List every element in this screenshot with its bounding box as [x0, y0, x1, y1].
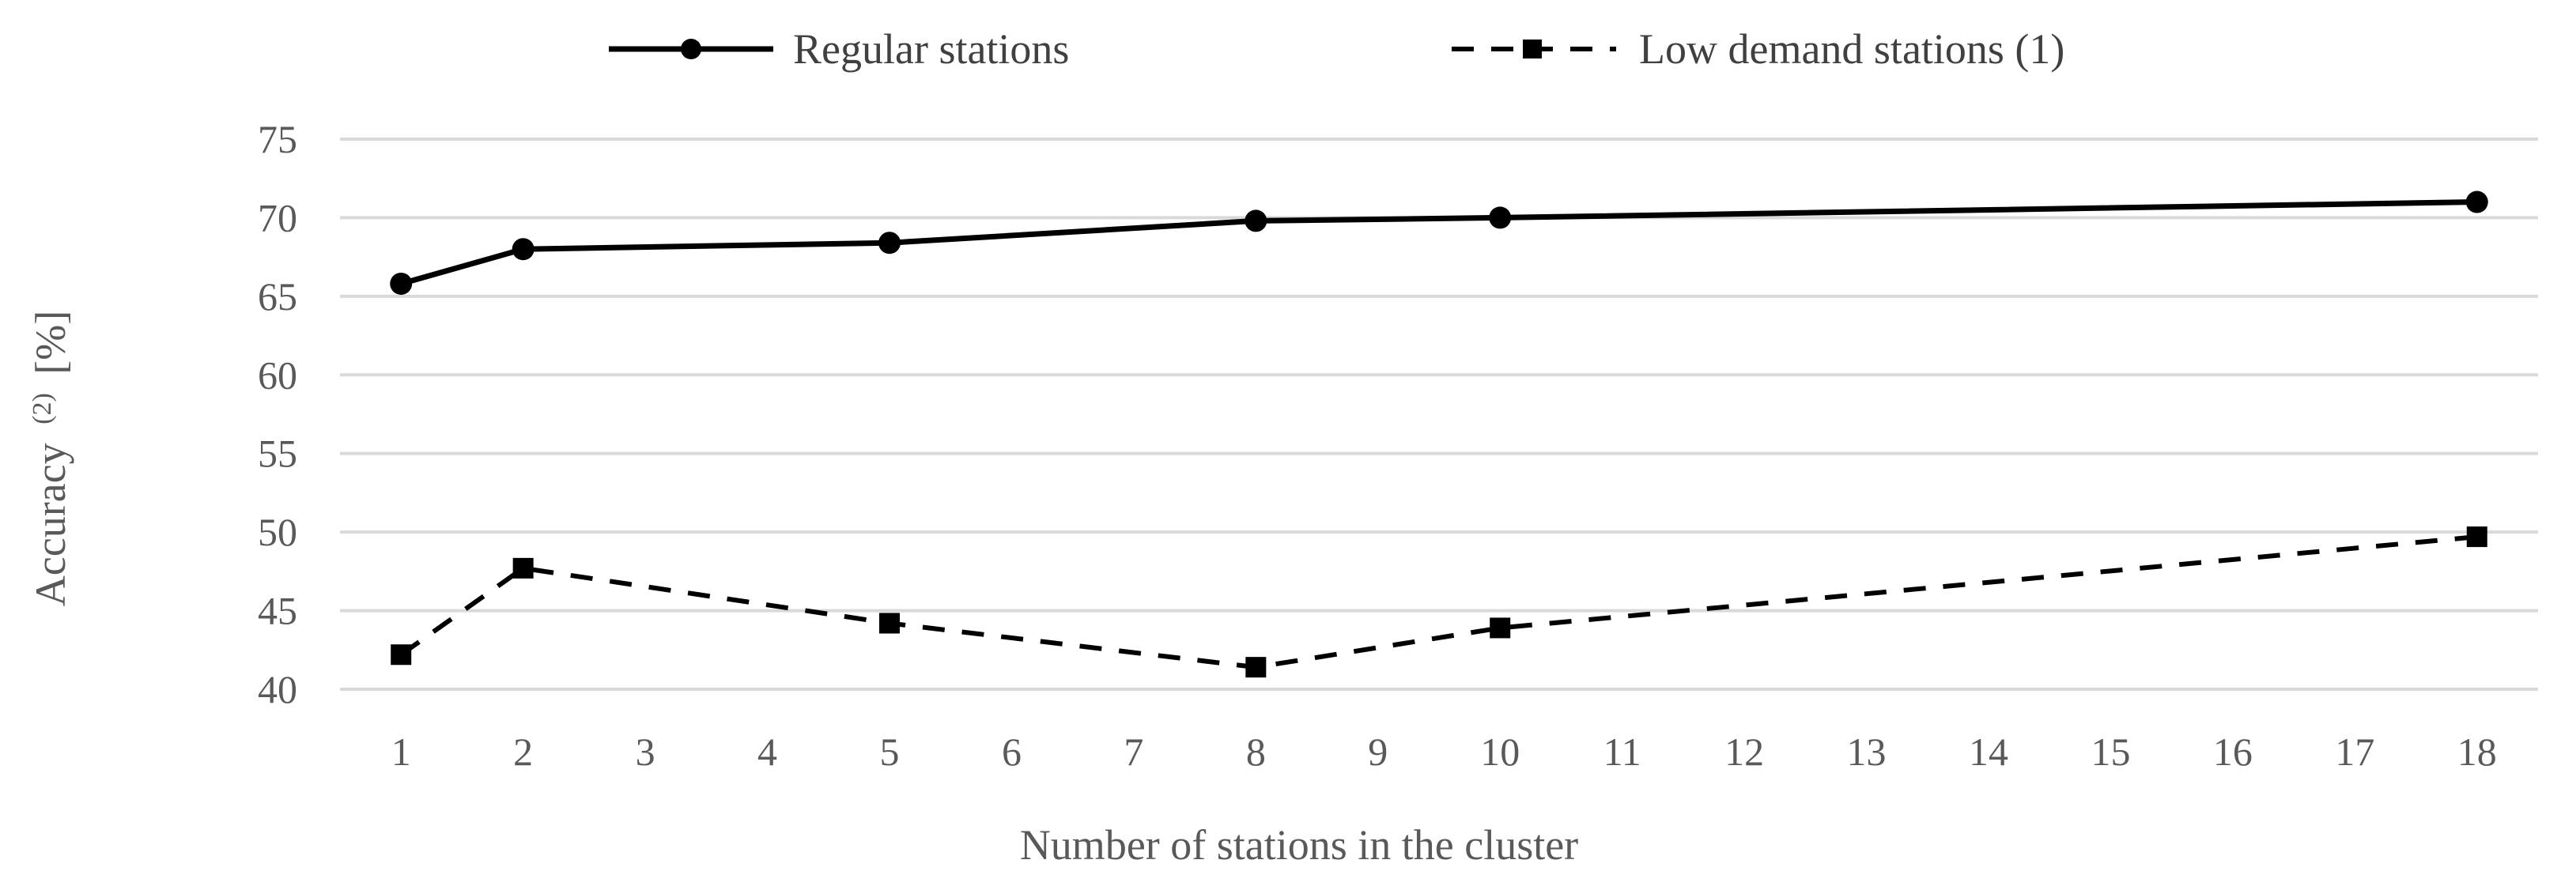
x-tick-label: 16: [2213, 730, 2253, 774]
x-tick-label: 15: [2091, 730, 2130, 774]
y-axis-ticks: 40 45 50 55 60 65 70 75: [258, 117, 297, 711]
x-tick-label: 3: [636, 730, 655, 774]
y-tick-label: 55: [258, 432, 297, 476]
legend-item-low-demand: Low demand stations (1): [1452, 25, 2064, 73]
legend-label-regular: Regular stations: [793, 25, 1069, 73]
data-point: [391, 644, 412, 666]
data-point: [879, 613, 900, 634]
data-point: [1245, 657, 1267, 678]
x-axis-title: Number of stations in the cluster: [1020, 821, 1578, 869]
data-point: [2465, 190, 2488, 213]
x-tick-label: 6: [1002, 730, 1022, 774]
y-axis-title-superscript: (2): [28, 393, 57, 424]
y-tick-label: 40: [258, 667, 297, 711]
legend-marker-circle: [681, 39, 701, 59]
legend-item-regular: Regular stations: [609, 25, 1069, 73]
data-point: [1245, 209, 1267, 232]
y-tick-label: 70: [258, 195, 297, 239]
y-axis-title: Accuracy (2) [%]: [13, 311, 74, 606]
y-tick-label: 60: [258, 353, 297, 397]
data-point: [512, 557, 534, 579]
x-tick-label: 1: [391, 730, 411, 774]
series-line: [400, 199, 2477, 287]
y-tick-label: 45: [258, 589, 297, 633]
y-tick-label: 50: [258, 510, 297, 554]
x-axis-ticks: 1 2 3 4 5 6 7 8 9 10 11 12 13 14 15 16 17 18: [391, 730, 2497, 774]
x-tick-label: 18: [2457, 730, 2497, 774]
x-tick-label: 9: [1368, 730, 1388, 774]
data-point: [2466, 526, 2487, 548]
x-tick-label: 10: [1480, 730, 1520, 774]
series-low-demand: [391, 526, 2487, 678]
data-point: [878, 232, 901, 255]
x-tick-label: 17: [2335, 730, 2374, 774]
x-tick-label: 4: [757, 730, 777, 774]
series: [390, 190, 2488, 678]
y-tick-label: 75: [258, 117, 297, 161]
legend: Regular stations Low demand stations (1): [609, 25, 2064, 73]
y-tick-label: 65: [258, 274, 297, 319]
x-tick-label: 5: [880, 730, 900, 774]
data-point: [390, 272, 413, 295]
y-axis-title-unit: [%]: [27, 311, 74, 375]
y-axis-title-main: Accuracy: [27, 443, 74, 606]
series-regular: [390, 190, 2488, 295]
legend-label-low-demand: Low demand stations (1): [1639, 25, 2064, 73]
x-tick-label: 14: [1969, 730, 2008, 774]
x-tick-label: 11: [1603, 730, 1641, 774]
x-tick-label: 7: [1124, 730, 1143, 774]
x-tick-label: 2: [513, 730, 533, 774]
series-line: [399, 534, 2478, 670]
x-tick-label: 8: [1246, 730, 1266, 774]
legend-marker-square: [1523, 40, 1542, 58]
data-point: [512, 238, 534, 261]
data-point: [1489, 206, 1512, 229]
x-tick-label: 13: [1847, 730, 1887, 774]
gridlines: [340, 138, 2538, 691]
x-tick-label: 12: [1724, 730, 1764, 774]
data-point: [1490, 617, 1511, 639]
